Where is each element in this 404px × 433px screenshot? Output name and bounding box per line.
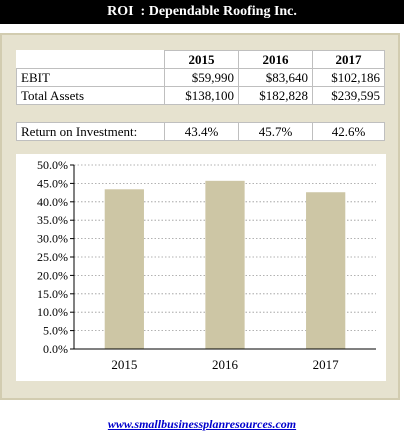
year-header: 2015 <box>164 50 239 69</box>
financials-table: 2015 2016 2017 EBIT $59,990 $83,640 $102… <box>16 50 385 105</box>
x-tick-label: 2015 <box>111 357 137 372</box>
year-header: 2017 <box>312 50 385 69</box>
roi-label: Return on Investment: <box>16 122 165 141</box>
cell-value: $83,640 <box>238 68 313 87</box>
row-label: EBIT <box>16 68 165 87</box>
roi-value: 43.4% <box>164 122 239 141</box>
row-label: Total Assets <box>16 86 165 105</box>
roi-panel: 2015 2016 2017 EBIT $59,990 $83,640 $102… <box>0 33 400 400</box>
bar <box>205 180 245 349</box>
roi-table: Return on Investment: 43.4% 45.7% 42.6% <box>16 122 385 141</box>
x-tick-label: 2016 <box>212 357 239 372</box>
y-tick-label: 50.0% <box>37 158 68 172</box>
y-tick-label: 30.0% <box>37 232 68 246</box>
roi-value: 45.7% <box>238 122 313 141</box>
roi-chart: 0.0% 5.0% 10.0% 15.0% 20.0% 25.0% 30.0% 35.0% 40… <box>16 154 386 381</box>
footer: www.smallbusinessplanresources.com <box>0 417 404 432</box>
bar <box>306 192 346 349</box>
y-tick-label: 25.0% <box>37 250 68 264</box>
y-tick-label: 15.0% <box>37 287 68 301</box>
cell-value: $182,828 <box>238 86 313 105</box>
y-tick-label: 5.0% <box>43 324 68 338</box>
table-row-ebit: EBIT $59,990 $83,640 $102,186 <box>16 68 385 87</box>
roi-row: Return on Investment: 43.4% 45.7% 42.6% <box>16 122 385 141</box>
y-tick-label: 0.0% <box>43 342 68 356</box>
roi-value: 42.6% <box>312 122 385 141</box>
cell-value: $102,186 <box>312 68 385 87</box>
x-tick-label: 2017 <box>313 357 340 372</box>
cell-value: $59,990 <box>164 68 239 87</box>
roi-bar-chart: 0.0% 5.0% 10.0% 15.0% 20.0% 25.0% 30.0% 35.0% 40… <box>37 158 376 372</box>
year-header: 2016 <box>238 50 313 69</box>
y-tick-label: 35.0% <box>37 213 68 227</box>
y-tick-label: 20.0% <box>37 268 68 282</box>
bar <box>104 189 144 349</box>
table-corner <box>16 50 165 69</box>
cell-value: $239,595 <box>312 86 385 105</box>
page-title: ROI : Dependable Roofing Inc. <box>0 0 404 24</box>
y-tick-label: 40.0% <box>37 195 68 209</box>
table-row-total-assets: Total Assets $138,100 $182,828 $239,595 <box>16 86 385 105</box>
y-tick-label: 45.0% <box>37 176 68 190</box>
cell-value: $138,100 <box>164 86 239 105</box>
table-header-row: 2015 2016 2017 <box>16 50 385 69</box>
y-tick-label: 10.0% <box>37 305 68 319</box>
website-link[interactable]: www.smallbusinessplanresources.com <box>107 417 297 431</box>
